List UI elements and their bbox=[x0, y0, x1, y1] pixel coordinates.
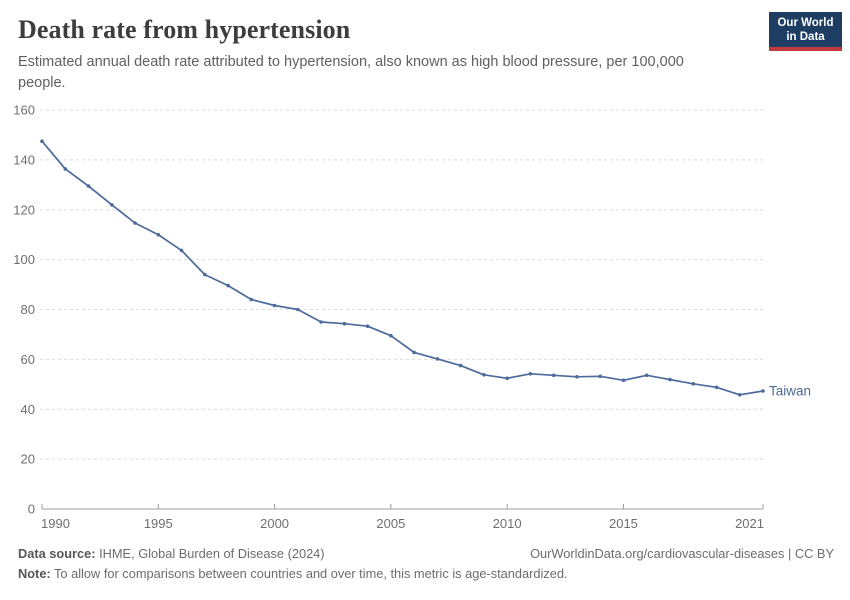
data-point[interactable] bbox=[203, 272, 207, 277]
data-point[interactable] bbox=[156, 232, 161, 237]
entity-label-taiwan[interactable]: Taiwan bbox=[769, 384, 811, 399]
data-point[interactable] bbox=[761, 389, 765, 393]
data-point[interactable] bbox=[412, 350, 416, 355]
data-point[interactable] bbox=[598, 374, 602, 379]
data-point[interactable] bbox=[482, 373, 486, 377]
x-axis-tick-label: 1990 bbox=[41, 516, 70, 531]
y-axis-tick-label: 40 bbox=[21, 402, 35, 417]
note-text: To allow for comparisons between countri… bbox=[50, 566, 568, 581]
data-point[interactable] bbox=[226, 283, 230, 288]
data-point[interactable] bbox=[365, 324, 370, 329]
y-axis-tick-label: 60 bbox=[21, 352, 35, 367]
data-point[interactable] bbox=[737, 393, 742, 397]
x-axis-tick-label: 2010 bbox=[493, 516, 522, 531]
chart-subtitle: Estimated annual death rate attributed t… bbox=[18, 54, 684, 91]
y-axis-tick-label: 160 bbox=[13, 103, 35, 118]
data-point[interactable] bbox=[458, 363, 463, 368]
data-point[interactable] bbox=[133, 221, 137, 225]
data-point[interactable] bbox=[319, 320, 323, 324]
y-axis-tick-label: 140 bbox=[13, 152, 35, 167]
data-point[interactable] bbox=[714, 385, 719, 390]
owid-link[interactable]: OurWorldinData.org/cardiovascular-diseas… bbox=[530, 546, 834, 561]
data-point[interactable] bbox=[272, 303, 277, 308]
data-point[interactable] bbox=[179, 248, 184, 253]
data-point[interactable] bbox=[621, 378, 626, 383]
page-title: Death rate from hypertension bbox=[18, 15, 351, 44]
data-point[interactable] bbox=[342, 321, 347, 326]
x-axis-tick-label: 2021 bbox=[735, 516, 764, 531]
note: Note: To allow for comparisons between c… bbox=[18, 566, 834, 581]
y-axis-tick-label: 120 bbox=[13, 202, 35, 217]
owid-logo-line2: in Data bbox=[786, 30, 825, 43]
data-point[interactable] bbox=[249, 297, 254, 302]
note-label: Note: bbox=[18, 566, 51, 581]
owid-logo[interactable]: Our World in Data bbox=[769, 12, 842, 51]
data-point[interactable] bbox=[296, 307, 300, 312]
data-point[interactable] bbox=[691, 382, 695, 386]
data-point[interactable] bbox=[86, 184, 91, 188]
y-axis-tick-label: 0 bbox=[28, 502, 35, 517]
data-point[interactable] bbox=[435, 357, 440, 361]
data-point[interactable] bbox=[40, 139, 44, 143]
y-axis-tick-label: 20 bbox=[21, 452, 35, 467]
data-source: Data source: IHME, Global Burden of Dise… bbox=[18, 546, 325, 561]
data-point[interactable] bbox=[668, 377, 672, 382]
x-axis-tick-label: 2000 bbox=[260, 516, 289, 531]
data-point[interactable] bbox=[551, 373, 556, 378]
data-point[interactable] bbox=[528, 372, 533, 376]
y-axis-tick-label: 80 bbox=[21, 302, 35, 317]
x-axis-tick-label: 1995 bbox=[144, 516, 173, 531]
data-source-text: IHME, Global Burden of Disease (2024) bbox=[95, 546, 325, 561]
data-point[interactable] bbox=[575, 375, 579, 379]
data-point[interactable] bbox=[389, 333, 393, 338]
data-point[interactable] bbox=[63, 167, 68, 171]
series-line-taiwan[interactable] bbox=[41, 140, 764, 396]
data-point[interactable] bbox=[110, 203, 114, 207]
x-axis-tick-label: 2015 bbox=[609, 516, 638, 531]
x-axis-tick-label: 2005 bbox=[376, 516, 405, 531]
chart-footer: Data source: IHME, Global Burden of Dise… bbox=[18, 546, 834, 581]
data-point[interactable] bbox=[505, 376, 510, 381]
data-source-label: Data source: bbox=[18, 546, 96, 561]
owid-logo-line1: Our World bbox=[777, 17, 834, 29]
y-axis-tick-label: 100 bbox=[13, 252, 35, 267]
data-point[interactable] bbox=[644, 373, 649, 378]
